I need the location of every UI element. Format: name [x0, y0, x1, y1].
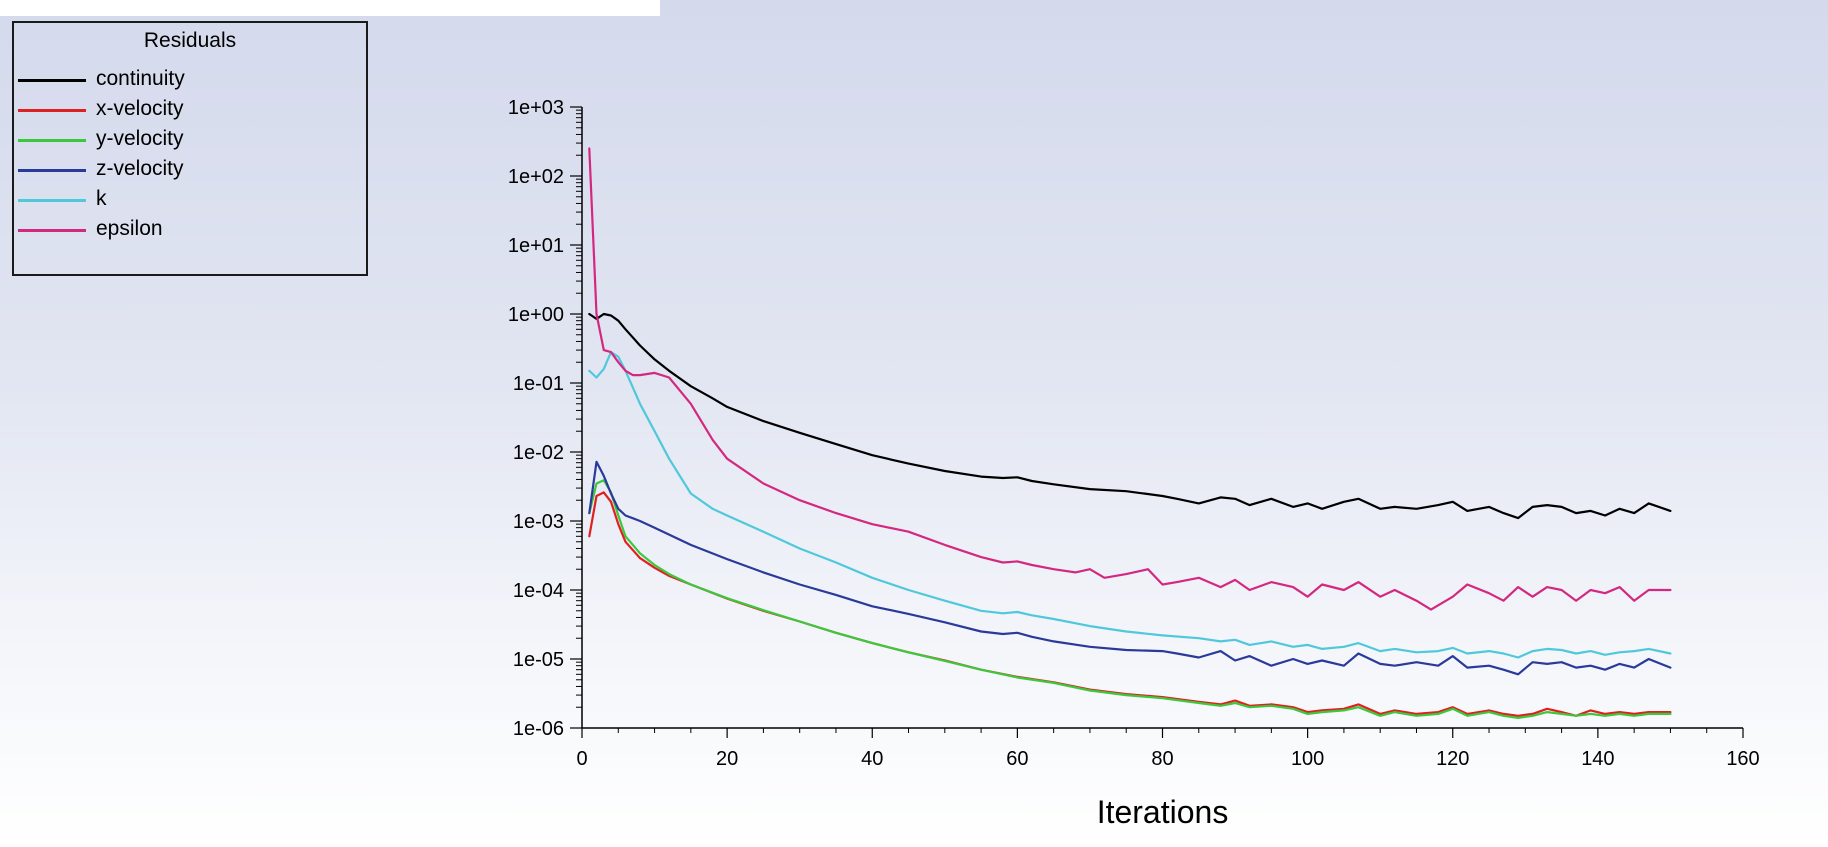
legend-item-z-velocity: z-velocity [18, 155, 358, 185]
legend-label: k [96, 187, 107, 210]
x-tick-label: 40 [861, 748, 883, 770]
x-axis-title: Iterations [1097, 794, 1229, 830]
x-tick-label: 80 [1151, 748, 1173, 770]
series-line-z-velocity [588, 460, 1672, 676]
x-tick-label: 0 [576, 748, 587, 770]
y-tick-label: 1e-04 [513, 580, 564, 602]
y-tick-label: 1e-06 [513, 718, 564, 740]
legend-label: epsilon [96, 217, 163, 240]
x-tick-label: 100 [1291, 748, 1324, 770]
legend-swatch [18, 139, 86, 142]
legend-label: x-velocity [96, 97, 184, 120]
y-tick-label: 1e-01 [513, 373, 564, 395]
x-ticks: 0 20 40 60 80 100 120 140 160 [576, 728, 1760, 770]
y-tick-label: 1e-05 [513, 649, 564, 671]
legend-swatch [18, 109, 86, 112]
x-tick-label: 140 [1581, 748, 1614, 770]
legend-item-k: k [18, 185, 358, 215]
legend-item-epsilon: epsilon [18, 215, 358, 245]
y-tick-label: 1e+03 [508, 97, 564, 119]
x-tick-label: 160 [1726, 748, 1759, 770]
legend-swatch [18, 79, 86, 82]
y-tick-label: 1e+02 [508, 166, 564, 188]
x-tick-label: 20 [716, 748, 738, 770]
x-tick-label: 120 [1436, 748, 1469, 770]
legend-title: Residuals [143, 29, 237, 52]
y-tick-label: 1e+00 [508, 304, 564, 326]
series-line-k [588, 351, 1672, 659]
y-tick-label: 1e-02 [513, 442, 564, 464]
series-line-y-velocity [588, 479, 1672, 720]
x-tick-label: 60 [1006, 748, 1028, 770]
legend-swatch [18, 229, 86, 232]
top-white-strip [0, 0, 660, 16]
legend-label: z-velocity [96, 157, 184, 180]
series-line-continuity [588, 312, 1672, 520]
legend: Residuals continuity x-velocity y-veloci… [12, 21, 368, 276]
y-ticks: 1e-06 1e-05 1e-04 1e-03 1e-02 1e-01 1e+00 1e+01… [508, 97, 582, 740]
legend-item-x-velocity: x-velocity [18, 95, 358, 125]
y-tick-label: 1e-03 [513, 511, 564, 533]
series-lines [588, 147, 1672, 720]
legend-label: y-velocity [96, 127, 184, 150]
legend-swatch [18, 199, 86, 202]
legend-item-y-velocity: y-velocity [18, 125, 358, 155]
legend-item-continuity: continuity [18, 65, 358, 95]
legend-label: continuity [96, 67, 185, 90]
y-tick-label: 1e+01 [508, 235, 564, 257]
legend-swatch [18, 169, 86, 172]
axes: 1e-06 1e-05 1e-04 1e-03 1e-02 1e-01 1e+00 1e+01… [508, 97, 1760, 770]
series-line-epsilon [588, 147, 1672, 611]
